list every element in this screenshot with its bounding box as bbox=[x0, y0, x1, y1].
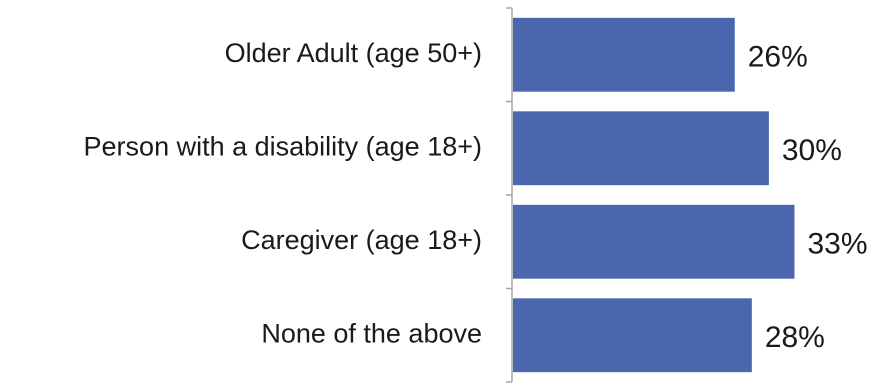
category-label-1: Person with a disability (age 18+) bbox=[84, 131, 482, 161]
category-label-3: None of the above bbox=[261, 318, 482, 348]
bar-3 bbox=[513, 298, 752, 373]
value-label-2: 33% bbox=[807, 228, 867, 261]
bar-2 bbox=[513, 204, 795, 279]
bar-1 bbox=[513, 111, 769, 186]
category-label-0: Older Adult (age 50+) bbox=[225, 38, 482, 68]
value-label-1: 30% bbox=[782, 134, 842, 167]
category-label-2: Caregiver (age 18+) bbox=[241, 225, 482, 255]
value-label-0: 26% bbox=[748, 41, 808, 74]
axis-layer bbox=[506, 7, 513, 383]
bars-layer bbox=[513, 17, 795, 373]
value-label-3: 28% bbox=[765, 321, 825, 354]
bar-0 bbox=[513, 17, 735, 92]
labels-layer: Older Adult (age 50+) 26% Person with a di… bbox=[84, 38, 868, 354]
